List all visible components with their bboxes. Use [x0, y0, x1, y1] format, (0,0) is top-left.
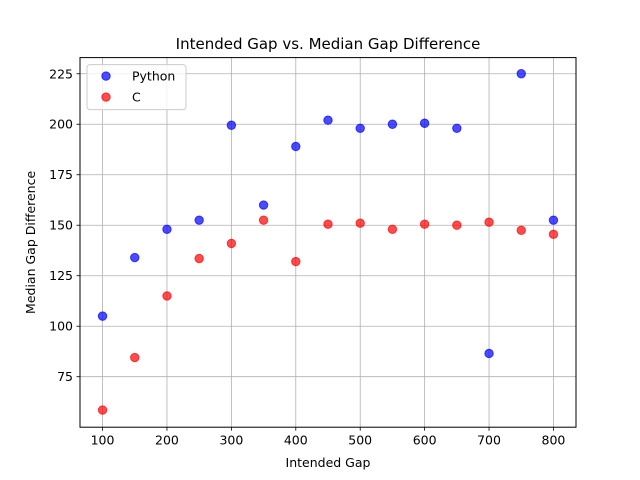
chart-title: Intended Gap vs. Median Gap Difference: [176, 35, 481, 53]
data-point-c: [419, 219, 430, 229]
legend-marker-python: [101, 71, 111, 81]
legend-marker-c: [101, 92, 111, 102]
data-point-python: [484, 348, 494, 359]
data-point-c: [194, 253, 204, 264]
x-tick-label: 800: [542, 433, 566, 448]
x-tick-label: 100: [91, 433, 115, 448]
data-point-python: [97, 311, 108, 321]
data-point-c: [162, 291, 172, 301]
x-tick-label: 400: [284, 433, 308, 448]
data-point-c: [97, 405, 108, 415]
y-tick-label: 75: [57, 369, 73, 384]
data-point-c: [226, 238, 237, 249]
data-point-python: [323, 115, 333, 125]
data-point-python: [387, 119, 398, 129]
data-point-c: [516, 225, 526, 235]
grid-lines: [80, 57, 576, 428]
legend: Python C: [86, 64, 187, 111]
x-tick-label: 600: [413, 433, 437, 448]
data-point-python: [130, 252, 140, 263]
x-tick-label: 500: [348, 433, 372, 448]
data-point-c: [130, 352, 140, 363]
data-point-python: [291, 141, 301, 152]
data-point-python: [226, 120, 237, 130]
data-point-python: [452, 123, 462, 133]
series-python-points: [97, 69, 559, 359]
data-point-c: [484, 217, 494, 227]
data-point-c: [323, 219, 333, 229]
axis-ticks: 100 200 300 400 500 600 700 800 75 100 125 150 175 20…: [49, 66, 565, 447]
y-tick-label: 225: [49, 66, 73, 81]
data-point-python: [548, 215, 559, 225]
data-point-python: [194, 215, 204, 225]
data-point-python: [162, 224, 172, 234]
y-tick-label: 125: [49, 268, 73, 283]
y-tick-label: 150: [49, 218, 73, 233]
data-point-c: [258, 215, 269, 225]
data-point-c: [355, 218, 365, 228]
data-point-c: [452, 220, 462, 230]
y-tick-label: 100: [49, 319, 73, 334]
x-axis-label: Intended Gap: [286, 455, 371, 470]
data-point-python: [516, 69, 526, 79]
plot-frame: [79, 57, 577, 428]
data-point-python: [258, 200, 269, 210]
y-tick-label: 200: [49, 117, 73, 132]
legend-box: [86, 64, 187, 111]
data-point-c: [548, 229, 559, 240]
data-points: [97, 69, 559, 415]
y-axis-label: Median Gap Difference: [23, 171, 38, 314]
x-tick-label: 300: [219, 433, 243, 448]
series-c-points: [97, 215, 559, 415]
data-point-c: [387, 224, 398, 234]
x-tick-label: 700: [477, 433, 501, 448]
data-point-python: [419, 118, 430, 128]
data-point-python: [355, 123, 365, 133]
data-point-c: [291, 256, 301, 267]
y-tick-label: 175: [49, 167, 73, 182]
x-tick-label: 200: [155, 433, 179, 448]
legend-label-c: C: [132, 90, 141, 105]
legend-label-python: Python: [132, 69, 175, 84]
